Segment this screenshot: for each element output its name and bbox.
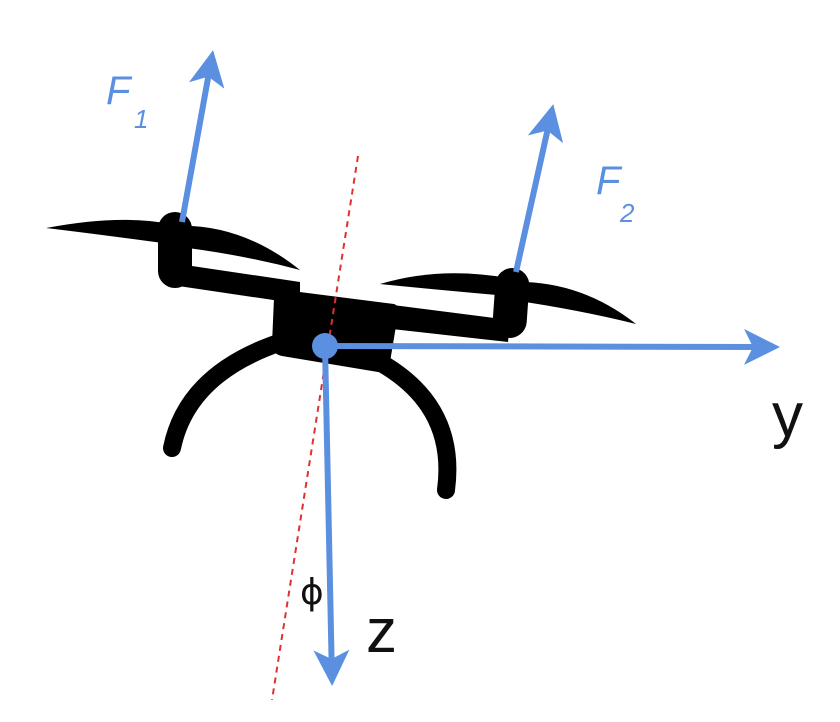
force2-label: F 2	[596, 159, 635, 228]
z-axis-arrow	[313, 345, 350, 686]
left-propeller-blade-right	[172, 225, 300, 270]
right-arm	[383, 304, 510, 342]
y-axis-arrow	[324, 328, 780, 365]
force1-arrow	[179, 50, 225, 223]
force2-label-main: F	[596, 159, 623, 203]
left-propeller-blade-left	[46, 219, 170, 244]
origin-dot	[312, 333, 338, 359]
y-axis-label: y	[772, 381, 803, 450]
force1-label-subscript: 1	[134, 104, 148, 134]
right-landing-leg	[359, 347, 457, 499]
z-axis-label: z	[366, 597, 397, 666]
right-propeller-blade-left	[380, 273, 508, 296]
tilt-axis-line	[271, 155, 359, 701]
drone-icon	[46, 212, 636, 499]
force1-label-main: F	[106, 69, 133, 113]
force2-arrow	[513, 104, 564, 273]
angle-phi-label: ϕ	[300, 572, 324, 613]
right-propeller-blade-right	[512, 281, 636, 324]
drone-body	[272, 290, 399, 372]
force2-label-subscript: 2	[619, 198, 635, 228]
left-arm	[165, 262, 300, 304]
force1-label: F 1	[106, 69, 148, 134]
